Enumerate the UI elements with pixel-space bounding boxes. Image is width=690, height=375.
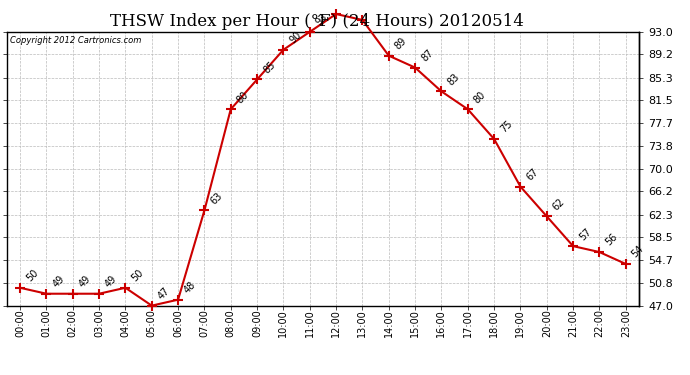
Text: 06:00: 06:00 <box>173 309 183 337</box>
Text: 11:00: 11:00 <box>305 309 315 337</box>
Text: 08:00: 08:00 <box>226 309 236 337</box>
Text: 80: 80 <box>472 89 488 105</box>
Text: 87: 87 <box>420 48 435 63</box>
Text: 93: 93 <box>314 12 330 28</box>
Text: 75: 75 <box>498 119 514 135</box>
Text: 47: 47 <box>156 286 172 302</box>
Text: Copyright 2012 Cartronics.com: Copyright 2012 Cartronics.com <box>10 36 141 45</box>
Text: 49: 49 <box>77 274 92 290</box>
Text: 10:00: 10:00 <box>279 309 288 337</box>
Text: 50: 50 <box>24 268 40 284</box>
Text: 50: 50 <box>130 268 146 284</box>
Text: 83: 83 <box>446 72 462 87</box>
Text: 16:00: 16:00 <box>437 309 446 337</box>
Text: 49: 49 <box>50 274 66 290</box>
Text: 03:00: 03:00 <box>94 309 104 337</box>
Text: 54: 54 <box>630 244 646 260</box>
Text: 14:00: 14:00 <box>384 309 394 337</box>
Text: 19:00: 19:00 <box>515 309 525 337</box>
Text: 21:00: 21:00 <box>568 309 578 337</box>
Text: 05:00: 05:00 <box>147 309 157 337</box>
Text: 02:00: 02:00 <box>68 309 78 337</box>
Text: 89: 89 <box>393 36 408 51</box>
Text: THSW Index per Hour (°F) (24 Hours) 20120514: THSW Index per Hour (°F) (24 Hours) 2012… <box>110 13 524 30</box>
Text: 13:00: 13:00 <box>357 309 367 337</box>
Text: 04:00: 04:00 <box>121 309 130 337</box>
Text: 15:00: 15:00 <box>410 309 420 337</box>
Text: 23:00: 23:00 <box>621 309 631 337</box>
Text: 12:00: 12:00 <box>331 309 341 337</box>
Text: 07:00: 07:00 <box>199 309 209 337</box>
Text: 01:00: 01:00 <box>41 309 51 337</box>
Text: 49: 49 <box>104 274 119 290</box>
Text: 09:00: 09:00 <box>252 309 262 337</box>
Text: 22:00: 22:00 <box>595 309 604 338</box>
Text: 96: 96 <box>0 374 1 375</box>
Text: 85: 85 <box>262 60 277 75</box>
Text: 80: 80 <box>235 89 250 105</box>
Text: 56: 56 <box>604 232 620 248</box>
Text: 63: 63 <box>208 190 224 206</box>
Text: 48: 48 <box>182 280 198 296</box>
Text: 57: 57 <box>578 226 593 242</box>
Text: 18:00: 18:00 <box>489 309 499 337</box>
Text: 00:00: 00:00 <box>15 309 25 337</box>
Text: 95: 95 <box>0 374 1 375</box>
Text: 67: 67 <box>524 166 540 182</box>
Text: 20:00: 20:00 <box>542 309 552 337</box>
Text: 17:00: 17:00 <box>463 309 473 337</box>
Text: 62: 62 <box>551 196 566 212</box>
Text: 90: 90 <box>288 30 304 45</box>
